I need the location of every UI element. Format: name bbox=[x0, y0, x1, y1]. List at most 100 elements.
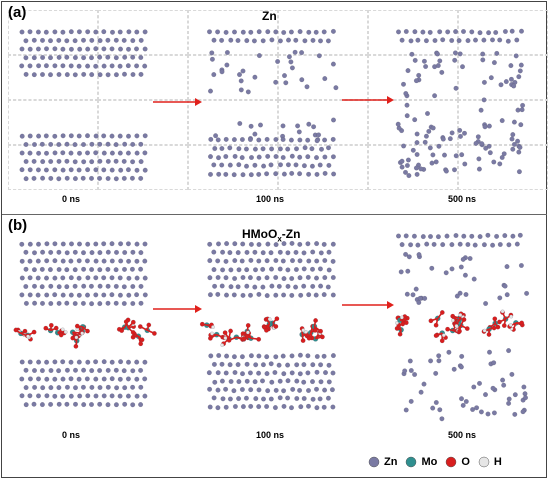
zn-atom bbox=[126, 292, 132, 298]
zn-atom bbox=[285, 378, 291, 384]
zn-atom bbox=[142, 258, 148, 264]
zn-atom bbox=[264, 354, 270, 360]
zn-atom bbox=[418, 389, 424, 395]
zn-atom bbox=[483, 301, 489, 306]
zn-atom bbox=[101, 292, 107, 298]
zn-atom bbox=[48, 141, 54, 147]
zn-atom bbox=[469, 233, 475, 239]
zn-atom bbox=[23, 284, 29, 289]
zn-atom bbox=[289, 353, 295, 359]
zn-atom bbox=[105, 158, 111, 164]
zn-atom bbox=[424, 241, 430, 247]
zn-atom bbox=[429, 160, 435, 166]
zn-atom bbox=[39, 284, 45, 290]
zn-atom bbox=[134, 393, 140, 399]
zn-atom bbox=[248, 172, 254, 178]
zn-atom bbox=[213, 133, 219, 139]
zn-atom bbox=[318, 283, 324, 289]
o-atom bbox=[13, 327, 19, 333]
zn-atom bbox=[19, 63, 25, 69]
zn-atom bbox=[509, 371, 515, 377]
zn-atom bbox=[240, 172, 246, 178]
zn-atom bbox=[232, 258, 238, 264]
o-atom bbox=[433, 322, 439, 328]
zn-atom bbox=[422, 139, 428, 145]
zn-atom bbox=[244, 361, 250, 367]
zn-atom bbox=[479, 141, 485, 147]
zn-atom bbox=[72, 72, 78, 78]
zn-atom bbox=[72, 267, 78, 273]
zn-atom bbox=[121, 37, 127, 43]
zn-atom bbox=[48, 249, 54, 255]
zn-atom bbox=[509, 28, 515, 34]
zn-atom bbox=[72, 38, 78, 44]
zn-atom bbox=[281, 171, 287, 177]
zn-atom bbox=[309, 163, 315, 169]
zn-atom bbox=[251, 38, 257, 44]
zn-atom bbox=[437, 407, 443, 413]
zn-atom bbox=[294, 378, 300, 384]
panel-b-title-main: HMoO bbox=[242, 227, 278, 241]
zn-atom bbox=[215, 291, 221, 297]
zn-atom bbox=[231, 388, 237, 394]
zn-atom bbox=[48, 385, 54, 391]
zn-atom bbox=[239, 137, 245, 142]
zn-atom bbox=[138, 402, 144, 408]
zn-atom bbox=[32, 142, 37, 147]
zn-atom bbox=[235, 284, 241, 290]
zn-atom bbox=[208, 88, 213, 94]
zn-atom bbox=[264, 404, 270, 409]
zn-atom bbox=[232, 241, 238, 247]
zn-atom bbox=[60, 241, 66, 247]
zn-atom bbox=[216, 155, 221, 161]
zn-atom bbox=[76, 29, 82, 35]
zn-atom bbox=[134, 258, 140, 264]
zn-atom bbox=[130, 284, 136, 289]
zn-atom bbox=[105, 249, 111, 255]
zn-atom bbox=[244, 267, 250, 273]
zn-atom bbox=[248, 387, 254, 393]
h-atom bbox=[246, 330, 250, 335]
o-atom bbox=[306, 335, 312, 341]
zn-atom bbox=[248, 292, 253, 298]
zn-atom bbox=[449, 266, 455, 272]
grid-cell bbox=[458, 145, 548, 190]
zn-atom bbox=[31, 37, 37, 43]
zn-atom bbox=[452, 57, 458, 63]
zn-atom bbox=[60, 258, 66, 264]
o-atom bbox=[501, 323, 507, 328]
zn-atom bbox=[273, 154, 279, 159]
zn-atom bbox=[35, 29, 41, 35]
zn-atom bbox=[134, 46, 139, 52]
zn-atom bbox=[281, 403, 287, 409]
zn-atom bbox=[317, 266, 323, 272]
grid-cell bbox=[458, 10, 548, 55]
h-atom bbox=[451, 318, 455, 323]
grid-cell bbox=[98, 10, 188, 55]
zn-atom bbox=[73, 385, 78, 391]
zn-atom bbox=[506, 348, 512, 354]
zn-atom bbox=[31, 158, 37, 164]
zn-atom bbox=[256, 258, 262, 264]
o-atom bbox=[428, 318, 434, 324]
zn-atom bbox=[64, 158, 70, 164]
zn-atom bbox=[301, 362, 307, 368]
zn-atom bbox=[293, 249, 299, 255]
zn-atom bbox=[56, 142, 62, 147]
zn-atom bbox=[88, 283, 94, 289]
zn-atom bbox=[32, 368, 37, 373]
zn-atom bbox=[27, 29, 33, 35]
zn-atom bbox=[56, 284, 62, 290]
zn-atom bbox=[318, 362, 324, 368]
zn-atom bbox=[297, 371, 303, 377]
zn-atom bbox=[138, 159, 144, 165]
zn-atom bbox=[64, 284, 70, 290]
zn-atom bbox=[36, 359, 42, 365]
zn-atom bbox=[113, 176, 119, 182]
zn-atom bbox=[306, 171, 312, 177]
zn-atom bbox=[48, 301, 54, 306]
zn-atom bbox=[401, 143, 407, 149]
zn-atom bbox=[425, 111, 430, 116]
zn-atom bbox=[27, 275, 33, 281]
zn-atom bbox=[215, 137, 221, 143]
